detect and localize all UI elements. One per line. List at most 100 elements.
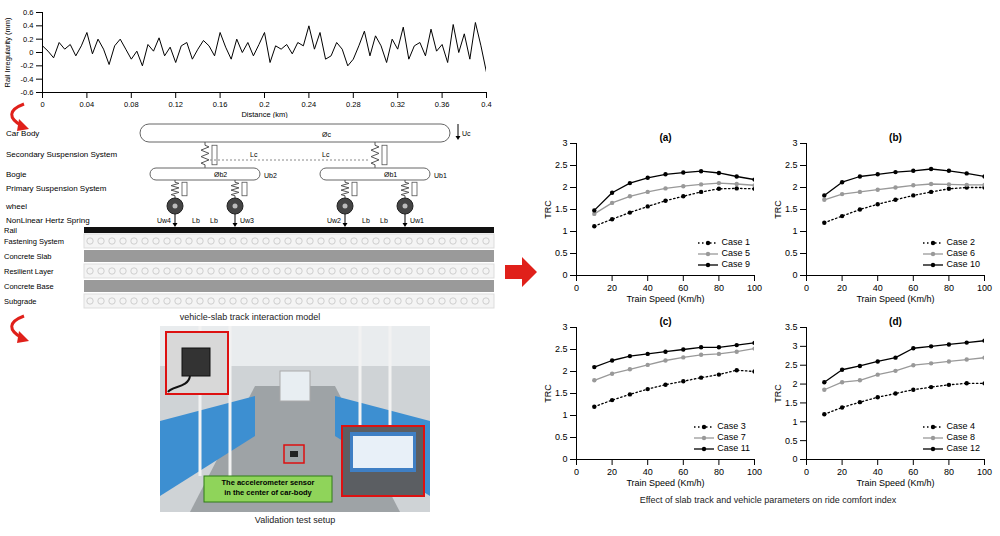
svg-text:0: 0 <box>562 270 567 280</box>
svg-text:Resilient Layer: Resilient Layer <box>4 267 54 276</box>
svg-text:Uw1: Uw1 <box>410 217 424 224</box>
svg-text:1.5: 1.5 <box>555 388 568 398</box>
svg-text:0.32: 0.32 <box>390 100 405 109</box>
svg-text:0: 0 <box>574 283 579 293</box>
svg-text:2.5: 2.5 <box>785 360 798 370</box>
svg-text:TRC: TRC <box>773 384 783 403</box>
svg-text:1.5: 1.5 <box>785 398 798 408</box>
svg-text:3: 3 <box>792 138 797 148</box>
svg-text:100: 100 <box>977 283 992 293</box>
svg-text:Train Speed (Km/h): Train Speed (Km/h) <box>626 294 704 304</box>
svg-text:0.2: 0.2 <box>23 35 33 44</box>
svg-text:Lb: Lb <box>210 217 218 224</box>
svg-text:1.5: 1.5 <box>555 204 568 214</box>
svg-text:60: 60 <box>678 467 688 477</box>
svg-text:Train Speed (Km/h): Train Speed (Km/h) <box>856 294 934 304</box>
svg-text:100: 100 <box>747 467 762 477</box>
svg-text:Fastening System: Fastening System <box>4 237 64 246</box>
svg-text:1: 1 <box>562 226 567 236</box>
svg-text:40: 40 <box>643 283 653 293</box>
svg-text:0.36: 0.36 <box>435 100 450 109</box>
svg-text:Uw4: Uw4 <box>157 217 171 224</box>
svg-text:Train Speed (Km/h): Train Speed (Km/h) <box>626 478 704 488</box>
svg-text:60: 60 <box>908 467 918 477</box>
svg-text:0: 0 <box>574 467 579 477</box>
svg-text:Ub2: Ub2 <box>264 172 277 179</box>
svg-text:0.08: 0.08 <box>124 100 139 109</box>
svg-text:80: 80 <box>944 283 954 293</box>
svg-text:The accelerometer sensor: The accelerometer sensor <box>222 478 315 487</box>
svg-text:60: 60 <box>908 283 918 293</box>
svg-text:3: 3 <box>562 322 567 332</box>
svg-text:60: 60 <box>678 283 688 293</box>
svg-text:Øb1: Øb1 <box>384 171 397 178</box>
svg-text:20: 20 <box>837 467 847 477</box>
svg-text:0.28: 0.28 <box>346 100 361 109</box>
svg-text:0.5: 0.5 <box>555 248 568 258</box>
svg-text:2.5: 2.5 <box>785 160 798 170</box>
svg-text:in the center of car-body: in the center of car-body <box>224 488 312 497</box>
svg-text:1: 1 <box>792 417 797 427</box>
svg-text:2: 2 <box>562 366 567 376</box>
svg-text:TRC: TRC <box>773 200 783 219</box>
svg-text:(a): (a) <box>659 132 671 143</box>
svg-text:Øb2: Øb2 <box>214 171 227 178</box>
svg-text:1: 1 <box>562 410 567 420</box>
svg-text:100: 100 <box>747 283 762 293</box>
svg-text:0.24: 0.24 <box>302 100 317 109</box>
svg-text:0.12: 0.12 <box>168 100 183 109</box>
svg-text:Distance (km): Distance (km) <box>241 110 288 119</box>
svg-text:0: 0 <box>40 100 44 109</box>
svg-text:3: 3 <box>562 138 567 148</box>
svg-text:0.2: 0.2 <box>259 100 269 109</box>
svg-text:-0.2: -0.2 <box>21 61 34 70</box>
svg-text:1: 1 <box>792 226 797 236</box>
svg-text:Concrete Slab: Concrete Slab <box>4 252 52 261</box>
svg-text:80: 80 <box>944 467 954 477</box>
svg-text:2: 2 <box>792 379 797 389</box>
svg-text:3: 3 <box>792 341 797 351</box>
svg-text:Uw3: Uw3 <box>240 217 254 224</box>
svg-text:2.5: 2.5 <box>555 160 568 170</box>
svg-text:Train Speed (Km/h): Train Speed (Km/h) <box>856 478 934 488</box>
svg-text:Lb: Lb <box>380 217 388 224</box>
svg-text:2: 2 <box>562 182 567 192</box>
svg-text:0.5: 0.5 <box>555 432 568 442</box>
svg-text:0.04: 0.04 <box>80 100 95 109</box>
svg-text:Lc: Lc <box>250 151 258 158</box>
svg-text:0: 0 <box>29 48 33 57</box>
svg-text:2.5: 2.5 <box>555 344 568 354</box>
svg-text:TRC: TRC <box>543 384 553 403</box>
svg-text:0.16: 0.16 <box>213 100 228 109</box>
svg-text:(d): (d) <box>889 316 902 327</box>
svg-text:-0.6: -0.6 <box>21 88 34 97</box>
svg-text:0: 0 <box>792 454 797 464</box>
svg-text:2: 2 <box>792 182 797 192</box>
svg-text:0.4: 0.4 <box>23 21 33 30</box>
svg-text:100: 100 <box>977 467 992 477</box>
svg-text:Secondary Suspension System: Secondary Suspension System <box>6 150 118 159</box>
svg-text:Car Body: Car Body <box>6 129 39 138</box>
svg-text:TRC: TRC <box>543 200 553 219</box>
svg-text:Bogie: Bogie <box>6 170 27 179</box>
svg-text:Uw2: Uw2 <box>327 217 341 224</box>
svg-text:0.5: 0.5 <box>785 248 798 258</box>
svg-text:80: 80 <box>714 283 724 293</box>
svg-text:0.5: 0.5 <box>785 436 798 446</box>
svg-text:40: 40 <box>643 467 653 477</box>
svg-text:NonLinear Hertz Spring: NonLinear Hertz Spring <box>6 216 90 225</box>
svg-text:Lb: Lb <box>362 217 370 224</box>
svg-text:0.4: 0.4 <box>481 100 491 109</box>
svg-text:3.5: 3.5 <box>785 322 798 332</box>
svg-text:vehicle-slab track interaction: vehicle-slab track interaction model <box>180 312 321 322</box>
svg-text:40: 40 <box>873 283 883 293</box>
svg-text:20: 20 <box>837 283 847 293</box>
svg-text:80: 80 <box>714 467 724 477</box>
svg-text:20: 20 <box>607 467 617 477</box>
svg-text:1.5: 1.5 <box>785 204 798 214</box>
svg-text:Lc: Lc <box>322 151 330 158</box>
svg-text:Concrete Base: Concrete Base <box>4 282 54 291</box>
svg-text:20: 20 <box>607 283 617 293</box>
svg-text:Subgrade: Subgrade <box>4 297 37 306</box>
svg-text:40: 40 <box>873 467 883 477</box>
